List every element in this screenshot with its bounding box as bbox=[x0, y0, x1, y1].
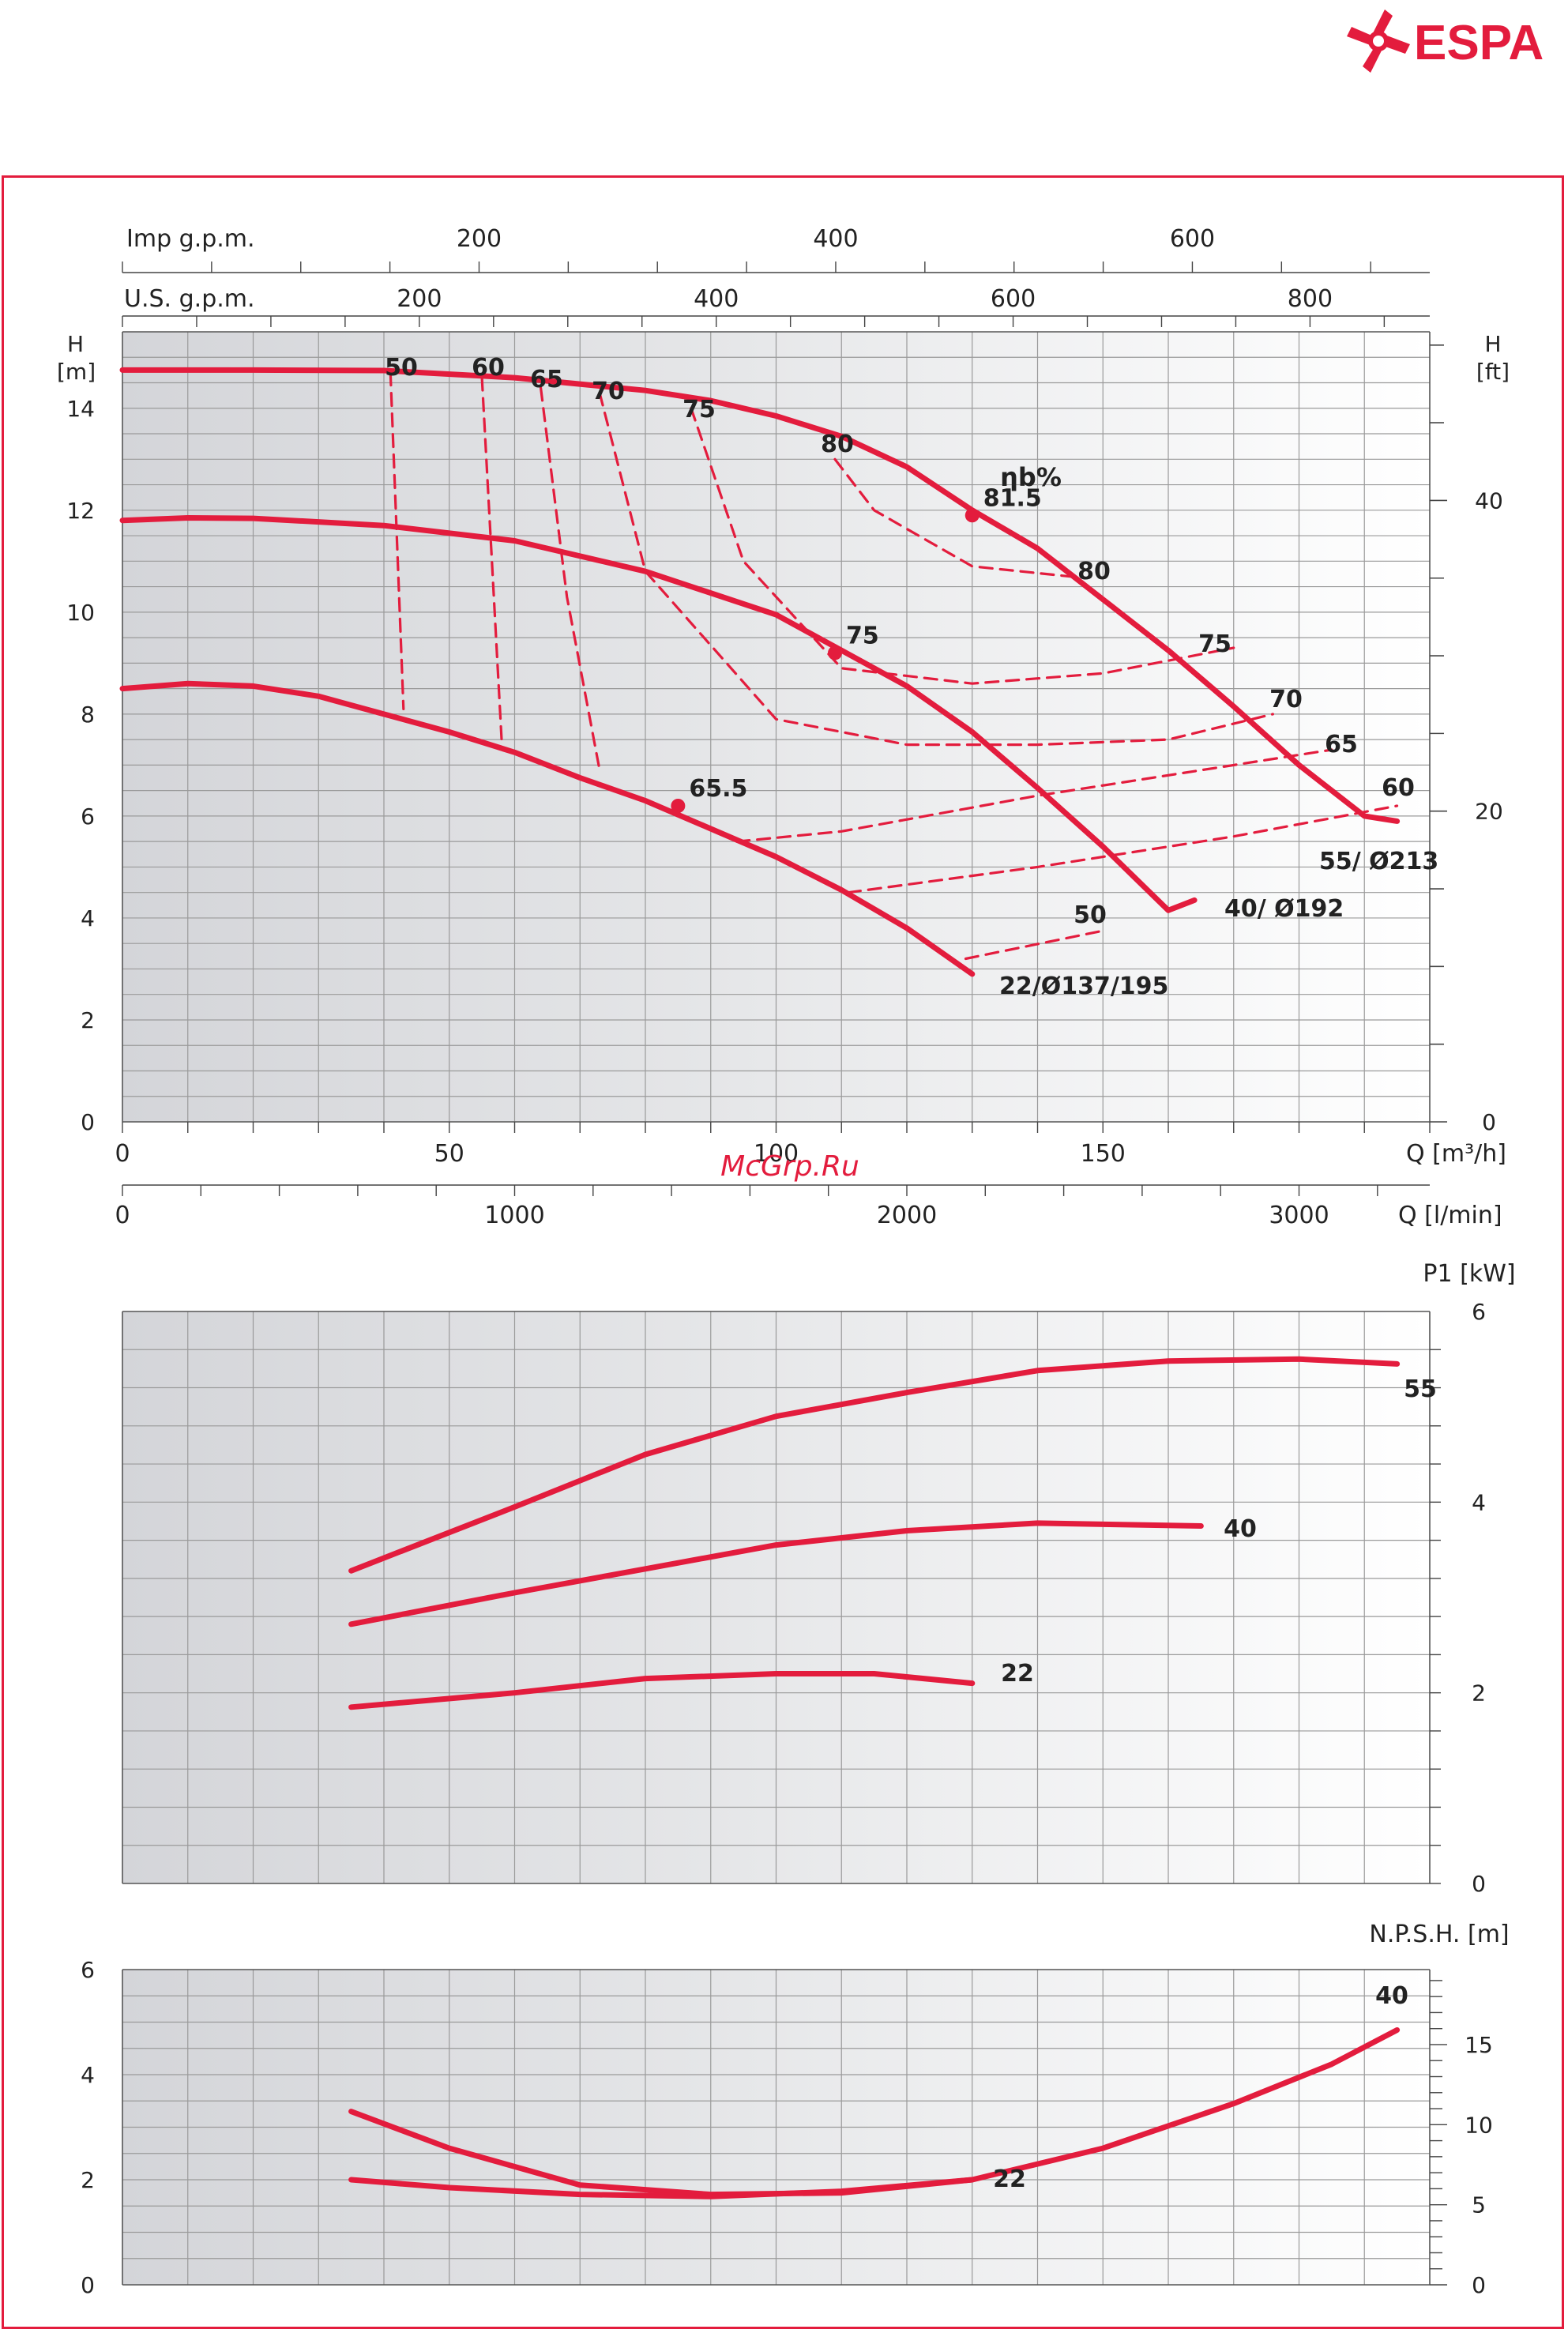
efficiency-label-right: 70 bbox=[1269, 686, 1303, 713]
power-y-tick-label: 2 bbox=[1472, 1680, 1486, 1706]
efficiency-curve bbox=[690, 407, 1235, 685]
q-lmin-tick-label: 3000 bbox=[1269, 1202, 1329, 1229]
power-y-tick-label: 0 bbox=[1472, 1871, 1486, 1897]
npsh-curve bbox=[348, 2177, 976, 2199]
npsh-curve-label: 22 bbox=[993, 2166, 1026, 2193]
npsh-y-tick-label-m: 4 bbox=[81, 2062, 95, 2088]
head-y-tick-label: 6 bbox=[81, 803, 95, 830]
q-lmin-tick-label: 2000 bbox=[877, 1202, 937, 1229]
power-curve-label: 22 bbox=[1001, 1660, 1034, 1688]
head-curve bbox=[119, 367, 1401, 824]
best-efficiency-point bbox=[827, 645, 842, 660]
npsh-y-tick-label-m: 6 bbox=[81, 1957, 95, 1983]
head-ft-tick-label: 40 bbox=[1475, 487, 1503, 514]
power-curve bbox=[348, 1356, 1401, 1574]
q-m3h-tick-label: 100 bbox=[754, 1140, 799, 1168]
power-curve-label: 55 bbox=[1404, 1375, 1437, 1403]
efficiency-title: ηb% bbox=[1000, 462, 1062, 492]
efficiency-label-right: 75 bbox=[1198, 630, 1231, 658]
efficiency-label-top: 60 bbox=[472, 354, 505, 382]
npsh-ft-tick-label: 0 bbox=[1472, 2272, 1486, 2298]
espa-logo-mark bbox=[1347, 9, 1410, 73]
best-efficiency-label: 75 bbox=[846, 622, 879, 649]
efficiency-curve bbox=[480, 376, 503, 741]
head-y-tick-label: 4 bbox=[81, 905, 95, 931]
efficiency-curve bbox=[389, 371, 405, 710]
watermark: McGrp.Ru bbox=[720, 1150, 859, 1183]
power-y-tick-label: 4 bbox=[1472, 1489, 1486, 1515]
head-y-tick-label: 2 bbox=[81, 1007, 95, 1033]
head-curve bbox=[119, 515, 1198, 913]
npsh-y-tick-label-m: 2 bbox=[81, 2167, 95, 2193]
power-curve bbox=[348, 1520, 1204, 1627]
efficiency-label-right: 80 bbox=[1077, 558, 1111, 585]
head-curve bbox=[119, 680, 976, 977]
best-efficiency-label: 65.5 bbox=[689, 775, 747, 803]
efficiency-curve bbox=[964, 929, 1104, 961]
power-y-tick-label: 6 bbox=[1472, 1299, 1486, 1325]
q-m3h-tick-label: 50 bbox=[434, 1140, 464, 1168]
imp-gpm-label: Imp g.p.m. bbox=[126, 225, 255, 253]
efficiency-label-right: 65 bbox=[1325, 731, 1358, 758]
head-ft-tick-label: 20 bbox=[1475, 799, 1503, 825]
head-ft-tick-label: 0 bbox=[1482, 1109, 1496, 1135]
imp-gpm-tick-label: 600 bbox=[1170, 225, 1215, 253]
head-curve-label: 55/ Ø213 bbox=[1319, 848, 1438, 875]
us-gpm-tick-label: 400 bbox=[694, 285, 739, 313]
head-ylabel-right-unit: [ft] bbox=[1476, 359, 1510, 385]
npsh-ft-tick-label: 15 bbox=[1465, 2032, 1493, 2058]
head-y-tick-label: 8 bbox=[81, 702, 95, 728]
imp-gpm-tick-label: 400 bbox=[813, 225, 858, 253]
q-m3h-tick-label: 150 bbox=[1081, 1140, 1126, 1168]
efficiency-curve bbox=[540, 386, 601, 772]
npsh-y-tick-label-m: 0 bbox=[81, 2272, 95, 2298]
us-gpm-tick-label: 600 bbox=[991, 285, 1036, 313]
q-lmin-label: Q [l/min] bbox=[1398, 1202, 1502, 1229]
q-lmin-tick-label: 0 bbox=[115, 1202, 130, 1229]
head-y-tick-label: 14 bbox=[66, 396, 95, 422]
us-gpm-tick-label: 200 bbox=[397, 285, 442, 313]
npsh-ylabel: N.P.S.H. [m] bbox=[1369, 1921, 1509, 1948]
imp-gpm-tick-label: 200 bbox=[457, 225, 502, 253]
head-y-tick-label: 12 bbox=[66, 498, 95, 524]
q-m3h-tick-label: 0 bbox=[115, 1140, 130, 1168]
efficiency-label-top: 70 bbox=[592, 378, 625, 405]
espa-logo: ESPA bbox=[1347, 9, 1544, 73]
efficiency-label-top: 80 bbox=[821, 431, 854, 458]
efficiency-curve bbox=[846, 804, 1399, 894]
efficiency-curve bbox=[833, 457, 1072, 578]
efficiency-label-right: 50 bbox=[1074, 901, 1107, 929]
us-gpm-label: U.S. g.p.m. bbox=[124, 285, 255, 313]
npsh-curve-label: 40 bbox=[1375, 1982, 1408, 2010]
head-ylabel-left-unit: [m] bbox=[57, 359, 96, 385]
q-lmin-tick-label: 1000 bbox=[484, 1202, 544, 1229]
power-curve bbox=[348, 1671, 976, 1710]
efficiency-label-top: 65 bbox=[530, 366, 563, 393]
power-ylabel: P1 [kW] bbox=[1423, 1260, 1515, 1288]
npsh-ft-tick-label: 10 bbox=[1465, 2112, 1493, 2138]
efficiency-label-top: 50 bbox=[385, 354, 418, 382]
head-ylabel-left: H bbox=[67, 331, 84, 357]
espa-logo-text: ESPA bbox=[1414, 16, 1544, 70]
head-y-tick-label: 10 bbox=[66, 600, 95, 626]
best-efficiency-point bbox=[964, 508, 980, 523]
best-efficiency-point bbox=[671, 799, 686, 813]
head-ylabel-right: H bbox=[1484, 331, 1501, 357]
efficiency-label-right: 60 bbox=[1382, 774, 1415, 802]
best-efficiency-label: 81.5 bbox=[983, 484, 1042, 512]
q-m3h-label: Q [m³/h] bbox=[1406, 1140, 1506, 1168]
head-curve-label: 22/Ø137/195 bbox=[999, 973, 1168, 1000]
power-curve-label: 40 bbox=[1224, 1515, 1257, 1543]
head-y-tick-label: 0 bbox=[81, 1109, 95, 1135]
efficiency-curve bbox=[735, 748, 1333, 843]
us-gpm-tick-label: 800 bbox=[1288, 285, 1333, 313]
efficiency-label-top: 75 bbox=[682, 396, 716, 423]
head-curve-label: 40/ Ø192 bbox=[1224, 895, 1344, 923]
chart-frame bbox=[2, 175, 1564, 2329]
npsh-ft-tick-label: 5 bbox=[1472, 2192, 1486, 2218]
